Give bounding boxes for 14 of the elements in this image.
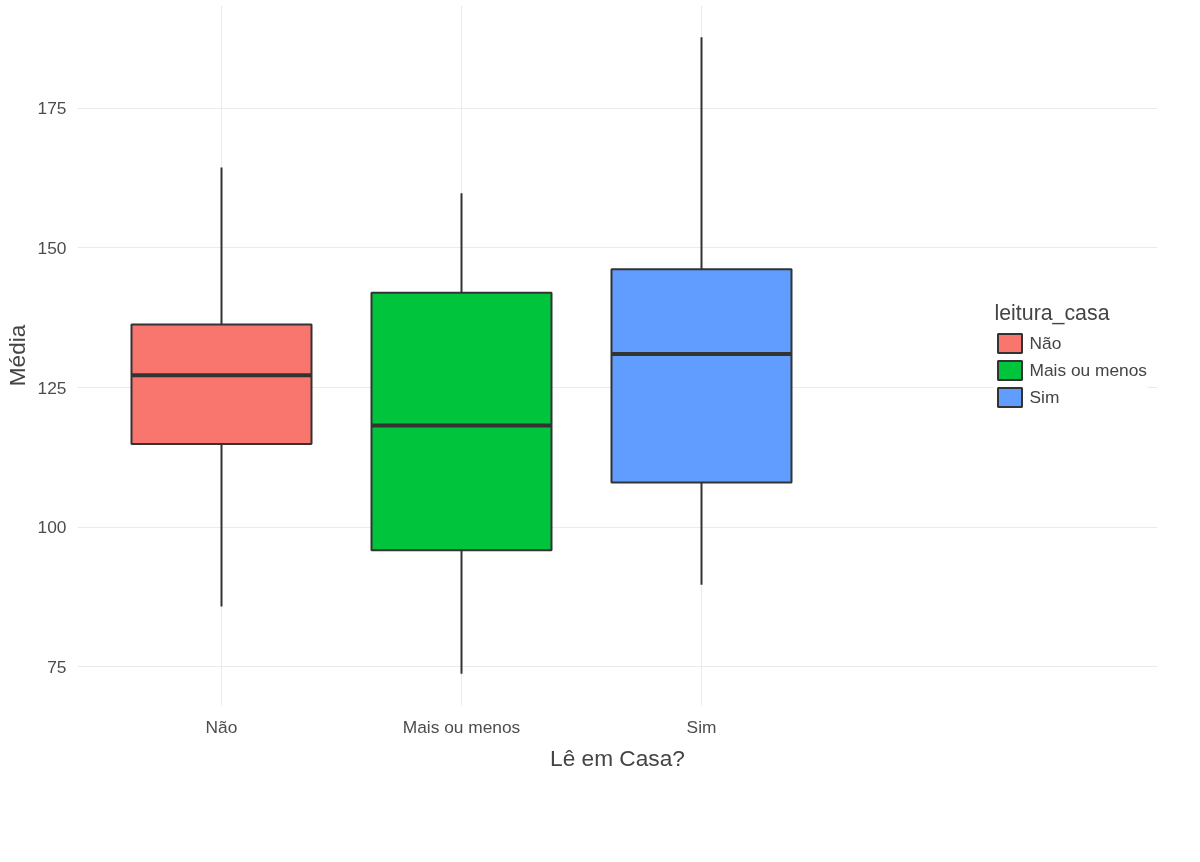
y-axis-title: Média xyxy=(3,324,30,387)
legend-title: leitura_casa xyxy=(994,301,1111,326)
y-tick-label: 100 xyxy=(37,517,67,538)
legend-label: Mais ou menos xyxy=(1029,359,1147,381)
x-axis-title: Lê em Casa? xyxy=(550,744,685,771)
x-tick-label: Não xyxy=(205,716,238,737)
y-tick-label: 75 xyxy=(47,656,67,677)
x-tick-label: Sim xyxy=(686,716,717,737)
y-tick-label: 125 xyxy=(37,377,67,398)
y-tick-label: 175 xyxy=(37,98,67,119)
x-tick-label: Mais ou menos xyxy=(402,716,521,737)
legend-label: Sim xyxy=(1029,386,1060,408)
legend-label: Não xyxy=(1029,332,1062,354)
y-tick-label: 150 xyxy=(37,237,67,258)
